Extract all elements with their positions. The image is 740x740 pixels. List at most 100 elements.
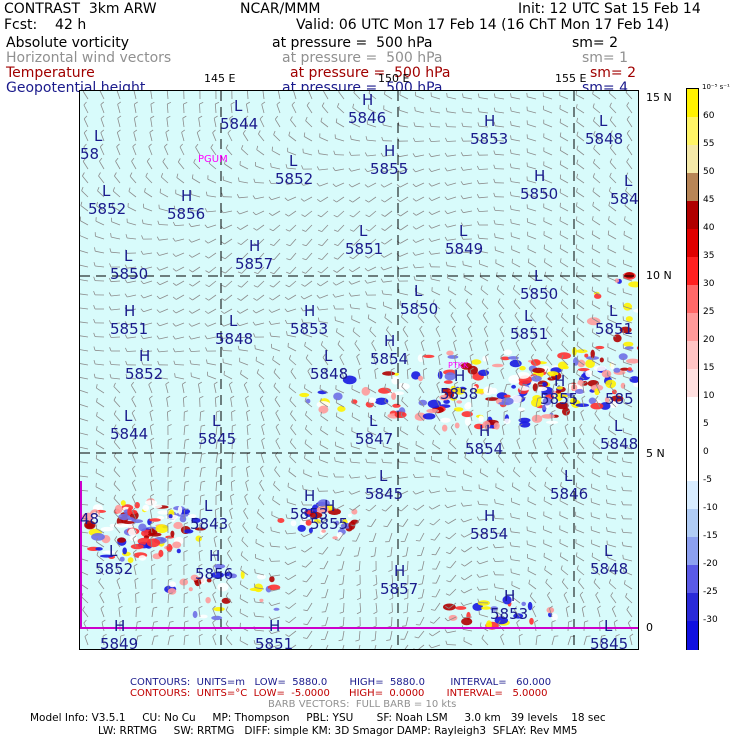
- wind-barb: [196, 132, 201, 142]
- wind-barb: [262, 91, 265, 100]
- wind-barb-flag: [559, 146, 562, 151]
- wind-barb-flag: [559, 230, 561, 235]
- wind-barb-flag: [244, 493, 248, 497]
- wind-barb-flag: [512, 593, 515, 598]
- vorticity-cell: [562, 407, 570, 416]
- wind-barb-flag: [337, 340, 341, 345]
- wind-barb-flag: [607, 440, 609, 445]
- wind-barb: [576, 373, 585, 380]
- wind-barb-flag: [333, 199, 337, 203]
- wind-barb: [608, 414, 617, 422]
- wind-barb: [623, 249, 633, 254]
- wind-barb: [454, 384, 457, 394]
- wind-barb: [399, 182, 409, 188]
- wind-barb-flag: [132, 535, 137, 539]
- wind-barb: [416, 429, 425, 436]
- wind-barb-flag: [381, 290, 384, 295]
- wind-barb: [609, 176, 617, 184]
- wind-barb-flag: [113, 410, 117, 415]
- wind-barb-flag: [150, 535, 155, 539]
- wind-barb-flag: [609, 144, 613, 149]
- wind-barb-flag: [624, 216, 626, 221]
- wind-barb: [351, 307, 361, 310]
- wind-barb-flag: [204, 224, 208, 229]
- hl-symbol: H: [324, 497, 335, 515]
- wind-barb: [215, 454, 218, 464]
- vorticity-cell: [590, 384, 604, 392]
- wind-barb-flag: [389, 353, 394, 357]
- wind-barb-flag: [466, 438, 469, 443]
- wind-barb-flag: [109, 263, 112, 268]
- colorbar-segment: [687, 369, 698, 398]
- wind-barb-flag: [286, 244, 291, 247]
- wind-barb: [183, 482, 186, 492]
- wind-barb: [159, 252, 169, 256]
- wind-barb-flag: [365, 508, 370, 512]
- wind-barb-flag: [117, 101, 122, 105]
- wind-barb-flag: [534, 423, 539, 427]
- wind-barb: [198, 580, 201, 590]
- vorticity-cell: [172, 541, 182, 549]
- vorticity-cell: [422, 354, 435, 358]
- wind-barb: [352, 196, 361, 203]
- vorticity-cell: [122, 547, 127, 555]
- vorticity-cell: [535, 386, 548, 392]
- wind-barb: [610, 595, 617, 604]
- wind-barb: [351, 430, 361, 436]
- wind-barb: [81, 596, 89, 604]
- wind-barb-flag: [428, 183, 432, 187]
- wind-barb-flag: [510, 149, 512, 154]
- wind-barb: [421, 574, 425, 584]
- wind-barb: [198, 635, 201, 646]
- wind-barb-flag: [460, 534, 465, 538]
- wind-barb: [625, 596, 633, 604]
- hl-value: 5847: [355, 430, 393, 448]
- wind-barb: [243, 384, 249, 394]
- wind-barb-flag: [221, 298, 226, 301]
- wind-barb: [352, 504, 361, 511]
- wind-barb: [183, 454, 186, 464]
- wind-barb: [303, 152, 313, 156]
- wind-barb-flag: [316, 306, 320, 311]
- wind-barb-flag: [318, 257, 323, 260]
- wind-barb: [342, 630, 345, 640]
- wind-barb-flag: [444, 223, 448, 228]
- wind-barb: [183, 103, 185, 114]
- wind-barb: [400, 429, 409, 436]
- wind-barb-flag: [339, 611, 344, 614]
- lat-label-10n: 10 N: [646, 269, 672, 282]
- wind-barb: [230, 104, 233, 114]
- wind-barb-flag: [160, 173, 164, 178]
- wind-barb-flag: [518, 633, 523, 637]
- wind-barb: [527, 166, 537, 170]
- wind-barb-flag: [510, 205, 512, 210]
- vorticity-cell: [84, 520, 96, 530]
- wind-barb-flag: [320, 426, 322, 431]
- contours-temp-info: CONTOURS: UNITS=°C LOW= -5.0000 HIGH= 0.…: [130, 688, 548, 699]
- wind-barb: [527, 221, 537, 226]
- vorticity-cell: [604, 396, 610, 404]
- wind-barb: [175, 193, 185, 198]
- wind-barb-flag: [304, 341, 306, 346]
- wind-barb: [192, 266, 201, 273]
- wind-barb: [607, 305, 617, 310]
- wind-barb-flag: [484, 325, 488, 330]
- wind-barb-flag: [333, 214, 338, 218]
- wind-barb: [126, 377, 137, 380]
- wind-barb-flag: [449, 298, 452, 303]
- wind-barb: [367, 266, 377, 272]
- hl-value: 5851: [510, 325, 548, 343]
- vorticity-cell: [636, 346, 638, 350]
- wind-barb-flag: [481, 452, 484, 457]
- wind-barb-flag: [399, 525, 404, 527]
- wind-barb: [321, 238, 329, 247]
- wind-barb-flag: [204, 310, 209, 314]
- wind-barb-flag: [230, 101, 235, 105]
- wind-barb: [369, 330, 377, 338]
- wind-barb-flag: [493, 529, 496, 534]
- wind-barb-flag: [140, 265, 144, 270]
- wind-barb-flag: [445, 107, 448, 112]
- wind-barb: [254, 615, 265, 618]
- wind-barb: [142, 350, 153, 353]
- wind-barbs: [80, 91, 634, 649]
